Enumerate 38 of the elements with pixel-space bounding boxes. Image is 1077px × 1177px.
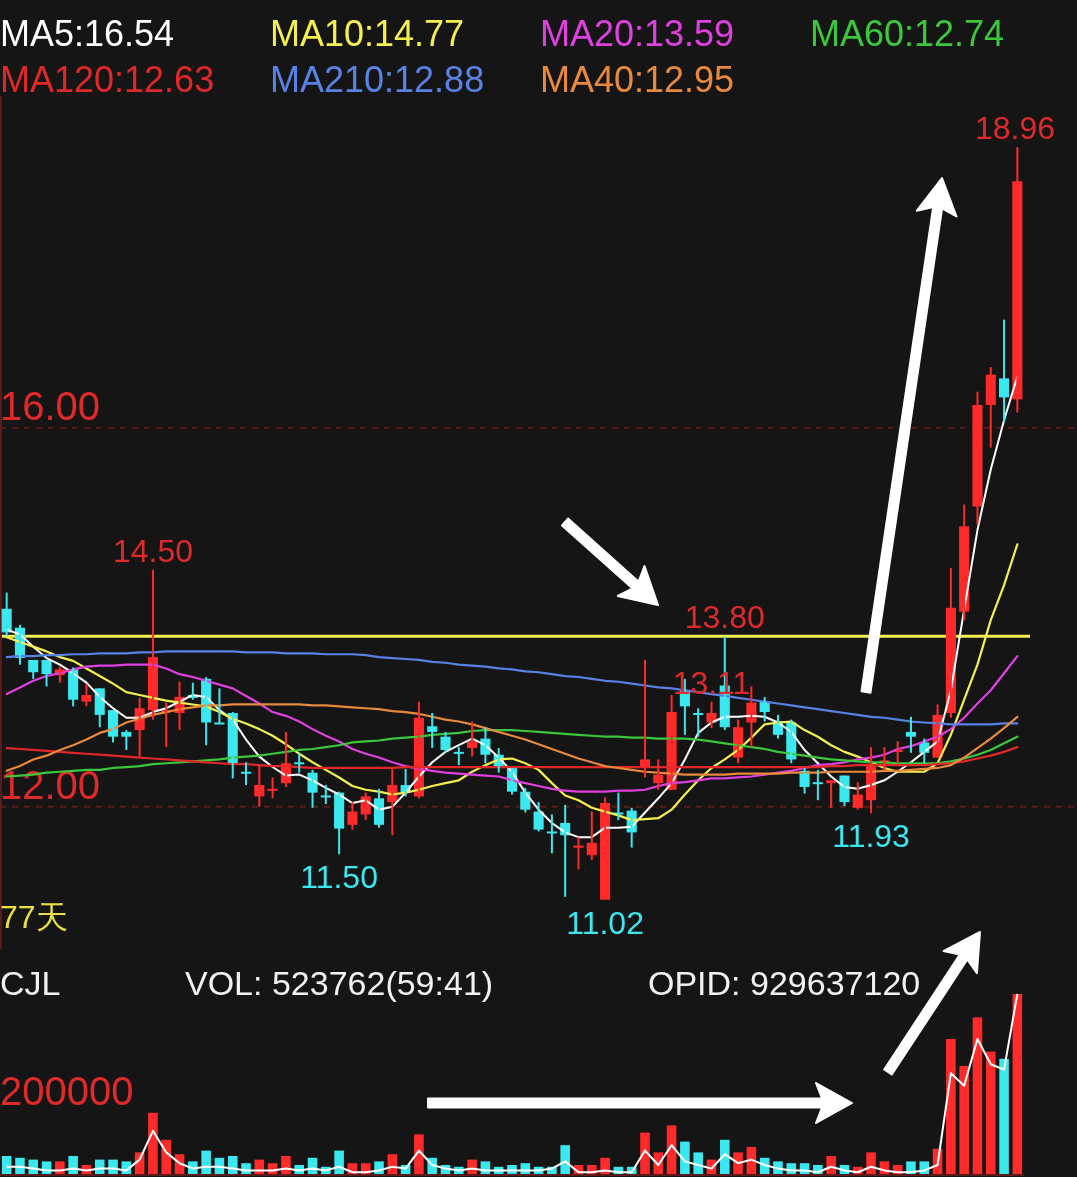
bar [334,1150,344,1174]
bar [680,1141,690,1174]
annotation: 13.80 [684,599,765,636]
annotation: 77天 [0,899,68,935]
bar [985,1051,996,1174]
bar [640,1132,650,1174]
bar [693,1152,703,1174]
bar [733,1152,743,1174]
text: MA10:14.77 [270,13,465,54]
bar [959,1066,969,1174]
bar [866,1152,876,1174]
bar [972,1017,983,1174]
bar [1,1156,12,1174]
text: MA210:12.88 [270,59,485,100]
annotation: OPID: 929637120 [648,964,921,1002]
text: MA20:13.59 [540,13,735,54]
annotation: 14.50 [112,532,193,569]
text: MA40:12.95 [540,59,735,100]
bar [201,1150,211,1174]
bar [946,1039,956,1174]
annotation: 18.96 [974,110,1056,147]
annotation: 200000 [0,1069,134,1113]
bar [560,1145,570,1174]
annotation: VOL: 523762(59:41) [185,964,494,1002]
annotation: 11.50 [300,859,378,896]
annotation: 11.02 [566,904,644,941]
text: MA5:16.54 [0,13,175,54]
bar [1012,994,1023,1174]
bar [719,1139,730,1174]
text: MA60:12.74 [810,13,1005,54]
y-tick-label: 12.00 [0,762,101,807]
annotation: CJL [0,964,61,1002]
annotation: 11.93 [832,818,910,855]
bar [148,1112,158,1174]
bar [999,1058,1009,1174]
bar [414,1134,424,1174]
text: MA120:12.63 [0,59,215,100]
y-tick-label: 16.00 [0,383,101,428]
